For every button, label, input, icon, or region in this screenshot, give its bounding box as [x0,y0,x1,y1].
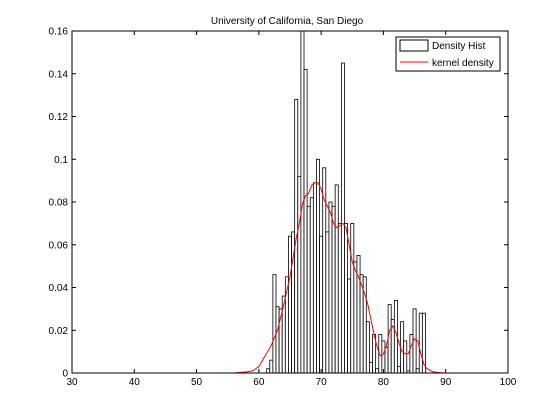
legend-kde-label: kernel density [432,58,494,69]
legend-hist-swatch [399,39,429,52]
x-tick-label: 40 [129,377,141,388]
y-tick-label: 0.16 [49,27,69,38]
histogram-bar [288,235,292,374]
histogram-bar [303,69,308,374]
histogram-bar [309,197,314,374]
histogram-bar [387,304,392,374]
y-axis: 0 0.02 0.04 0.06 0.08 0.1 0.12 0.14 0.16 [49,27,508,380]
histogram-bar [409,334,414,374]
x-tick-label: 30 [66,377,78,388]
x-tick-label: 100 [500,377,517,388]
x-tick-label: 50 [191,377,203,388]
chart-title: University of California, San Diego [211,16,364,27]
y-tick-label: 0.12 [49,112,69,123]
y-tick-label: 0.02 [49,326,69,337]
y-tick-label: 0.14 [49,69,69,80]
histogram-bar [337,222,342,374]
kernel-density-line [121,182,484,374]
legend-hist-label: Density Hist [432,41,486,52]
y-tick-label: 0.1 [54,155,68,166]
histogram-bar [334,184,339,374]
histogram-bar [312,182,317,374]
histogram-bar [353,261,358,374]
histogram-bar [415,368,420,374]
histogram-bar [384,346,389,374]
histogram-bar [397,366,401,374]
y-tick-label: 0.06 [49,240,69,251]
x-tick-label: 90 [440,377,452,388]
kernel-density-line-layer [121,182,484,374]
x-tick-label: 60 [253,377,265,388]
x-tick-label: 70 [316,377,328,388]
histogram-bar [356,255,361,374]
histogram-bar [350,222,355,374]
legend: Density Hist kernel density [395,36,501,72]
y-tick-label: 0.08 [49,198,69,209]
histogram-bar [375,368,380,374]
y-tick-label: 0 [62,369,68,380]
histogram-bar [325,231,330,374]
histogram-bar [319,235,324,374]
histogram-bar [331,205,336,374]
histogram-bar [403,340,408,374]
histogram-bar [347,278,352,374]
x-tick-label: 80 [378,377,390,388]
histogram-bar [344,222,349,374]
histogram-bar [328,201,333,374]
histogram-bar [306,205,311,374]
histogram-bar [418,312,423,374]
histogram-bar [316,158,320,374]
histogram-bar [269,359,274,374]
histogram-bar [266,368,271,374]
histogram-bar [365,321,370,374]
y-tick-label: 0.04 [49,283,69,294]
histogram-bar [297,175,302,374]
histogram-bar [272,274,277,374]
histogram-bar [275,306,280,374]
x-axis: 30 40 50 60 70 80 90 100 [66,31,517,388]
histogram-bar [340,62,345,374]
histogram-bar [369,361,373,374]
histogram-bar [381,340,386,374]
